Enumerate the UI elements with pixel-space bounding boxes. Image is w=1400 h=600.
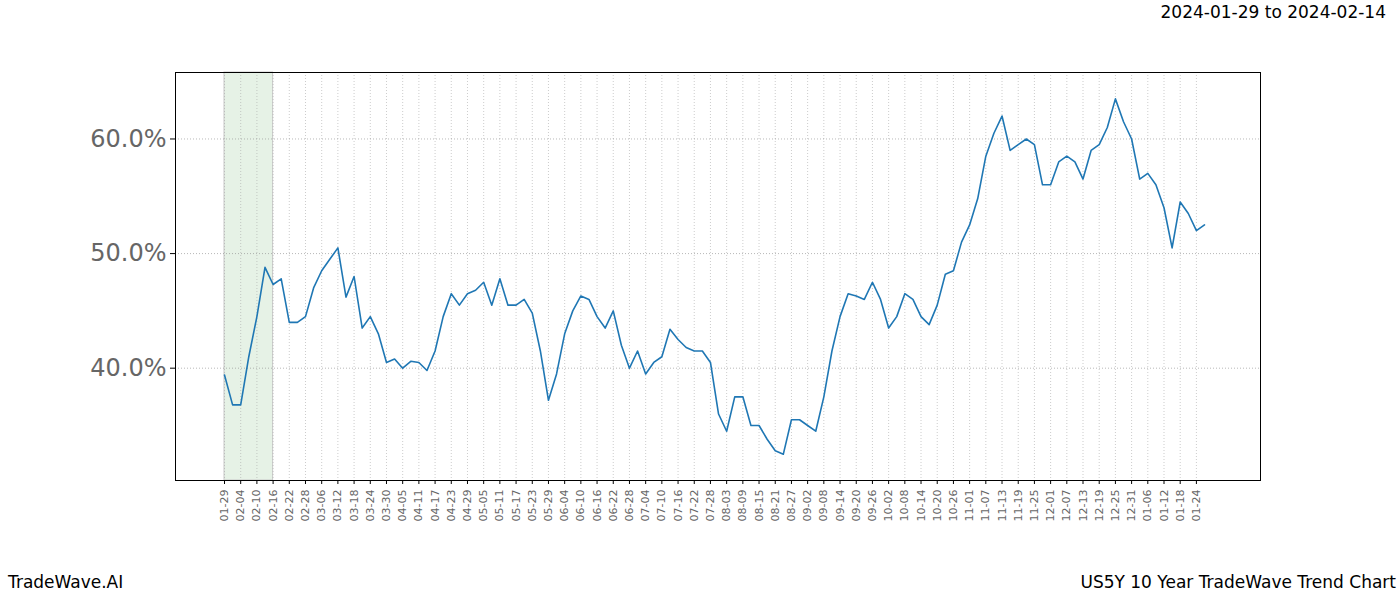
svg-text:50.0%: 50.0% (90, 239, 166, 267)
svg-text:10-02: 10-02 (882, 490, 895, 522)
svg-text:08-09: 08-09 (736, 490, 749, 522)
svg-text:07-22: 07-22 (688, 490, 701, 522)
svg-text:01-24: 01-24 (1190, 490, 1203, 522)
svg-text:12-13: 12-13 (1077, 490, 1090, 522)
svg-text:05-23: 05-23 (526, 490, 539, 522)
svg-text:07-10: 07-10 (655, 490, 668, 522)
svg-text:11-25: 11-25 (1028, 490, 1041, 522)
svg-text:09-08: 09-08 (817, 490, 830, 522)
svg-text:40.0%: 40.0% (90, 354, 166, 382)
html-text:TradeWave.AI: TradeWave.AI (8, 572, 124, 592)
svg-text:09-26: 09-26 (866, 490, 879, 522)
svg-text:02-22: 02-22 (283, 490, 296, 522)
svg-text:10-14: 10-14 (915, 490, 928, 522)
svg-text:10-08: 10-08 (898, 490, 911, 522)
svg-text:12-01: 12-01 (1044, 490, 1057, 522)
svg-text:01-06: 01-06 (1141, 490, 1154, 522)
svg-text:03-24: 03-24 (364, 490, 377, 522)
svg-text:12-25: 12-25 (1109, 490, 1122, 522)
svg-text:09-20: 09-20 (850, 490, 863, 522)
svg-text:04-11: 04-11 (412, 490, 425, 522)
svg-text:07-28: 07-28 (704, 490, 717, 522)
svg-text:05-17: 05-17 (510, 490, 523, 522)
svg-text:05-05: 05-05 (477, 490, 490, 522)
svg-text:08-15: 08-15 (753, 490, 766, 522)
svg-text:03-30: 03-30 (380, 490, 393, 522)
svg-text:11-01: 11-01 (963, 490, 976, 522)
svg-text:06-22: 06-22 (607, 490, 620, 522)
html-text:2024-01-29 to 2024-02-14: 2024-01-29 to 2024-02-14 (1160, 2, 1386, 22)
svg-text:12-07: 12-07 (1060, 490, 1073, 522)
svg-text:06-04: 06-04 (558, 490, 571, 522)
svg-text:05-29: 05-29 (542, 490, 555, 522)
svg-text:03-06: 03-06 (315, 490, 328, 522)
svg-text:02-10: 02-10 (250, 490, 263, 522)
svg-text:06-28: 06-28 (623, 490, 636, 522)
svg-text:08-21: 08-21 (769, 490, 782, 522)
svg-text:02-28: 02-28 (299, 490, 312, 522)
svg-text:11-19: 11-19 (1012, 490, 1025, 522)
svg-text:09-14: 09-14 (834, 490, 847, 522)
html-text:US5Y 10 Year TradeWave Trend C: US5Y 10 Year TradeWave Trend Chart (1080, 572, 1396, 592)
svg-text:11-13: 11-13 (996, 490, 1009, 522)
svg-text:01-18: 01-18 (1174, 490, 1187, 522)
svg-text:12-31: 12-31 (1125, 490, 1138, 522)
svg-text:04-29: 04-29 (461, 490, 474, 522)
svg-text:60.0%: 60.0% (90, 125, 166, 153)
svg-text:03-12: 03-12 (331, 490, 344, 522)
svg-text:09-02: 09-02 (801, 490, 814, 522)
svg-text:06-16: 06-16 (591, 490, 604, 522)
svg-text:07-16: 07-16 (672, 490, 685, 522)
svg-text:04-17: 04-17 (429, 490, 442, 522)
svg-text:07-04: 07-04 (639, 490, 652, 522)
svg-text:02-04: 02-04 (234, 490, 247, 522)
svg-text:08-27: 08-27 (785, 490, 798, 522)
svg-text:11-07: 11-07 (979, 490, 992, 522)
svg-text:05-11: 05-11 (493, 490, 506, 522)
svg-text:08-03: 08-03 (720, 490, 733, 522)
svg-text:01-29: 01-29 (218, 490, 231, 522)
svg-text:02-16: 02-16 (267, 490, 280, 522)
svg-text:03-18: 03-18 (348, 490, 361, 522)
svg-text:04-23: 04-23 (445, 490, 458, 522)
svg-text:04-05: 04-05 (396, 490, 409, 522)
svg-text:01-12: 01-12 (1158, 490, 1171, 522)
svg-text:06-10: 06-10 (574, 490, 587, 522)
svg-text:12-19: 12-19 (1093, 490, 1106, 522)
svg-text:10-26: 10-26 (947, 490, 960, 522)
svg-text:10-20: 10-20 (931, 490, 944, 522)
